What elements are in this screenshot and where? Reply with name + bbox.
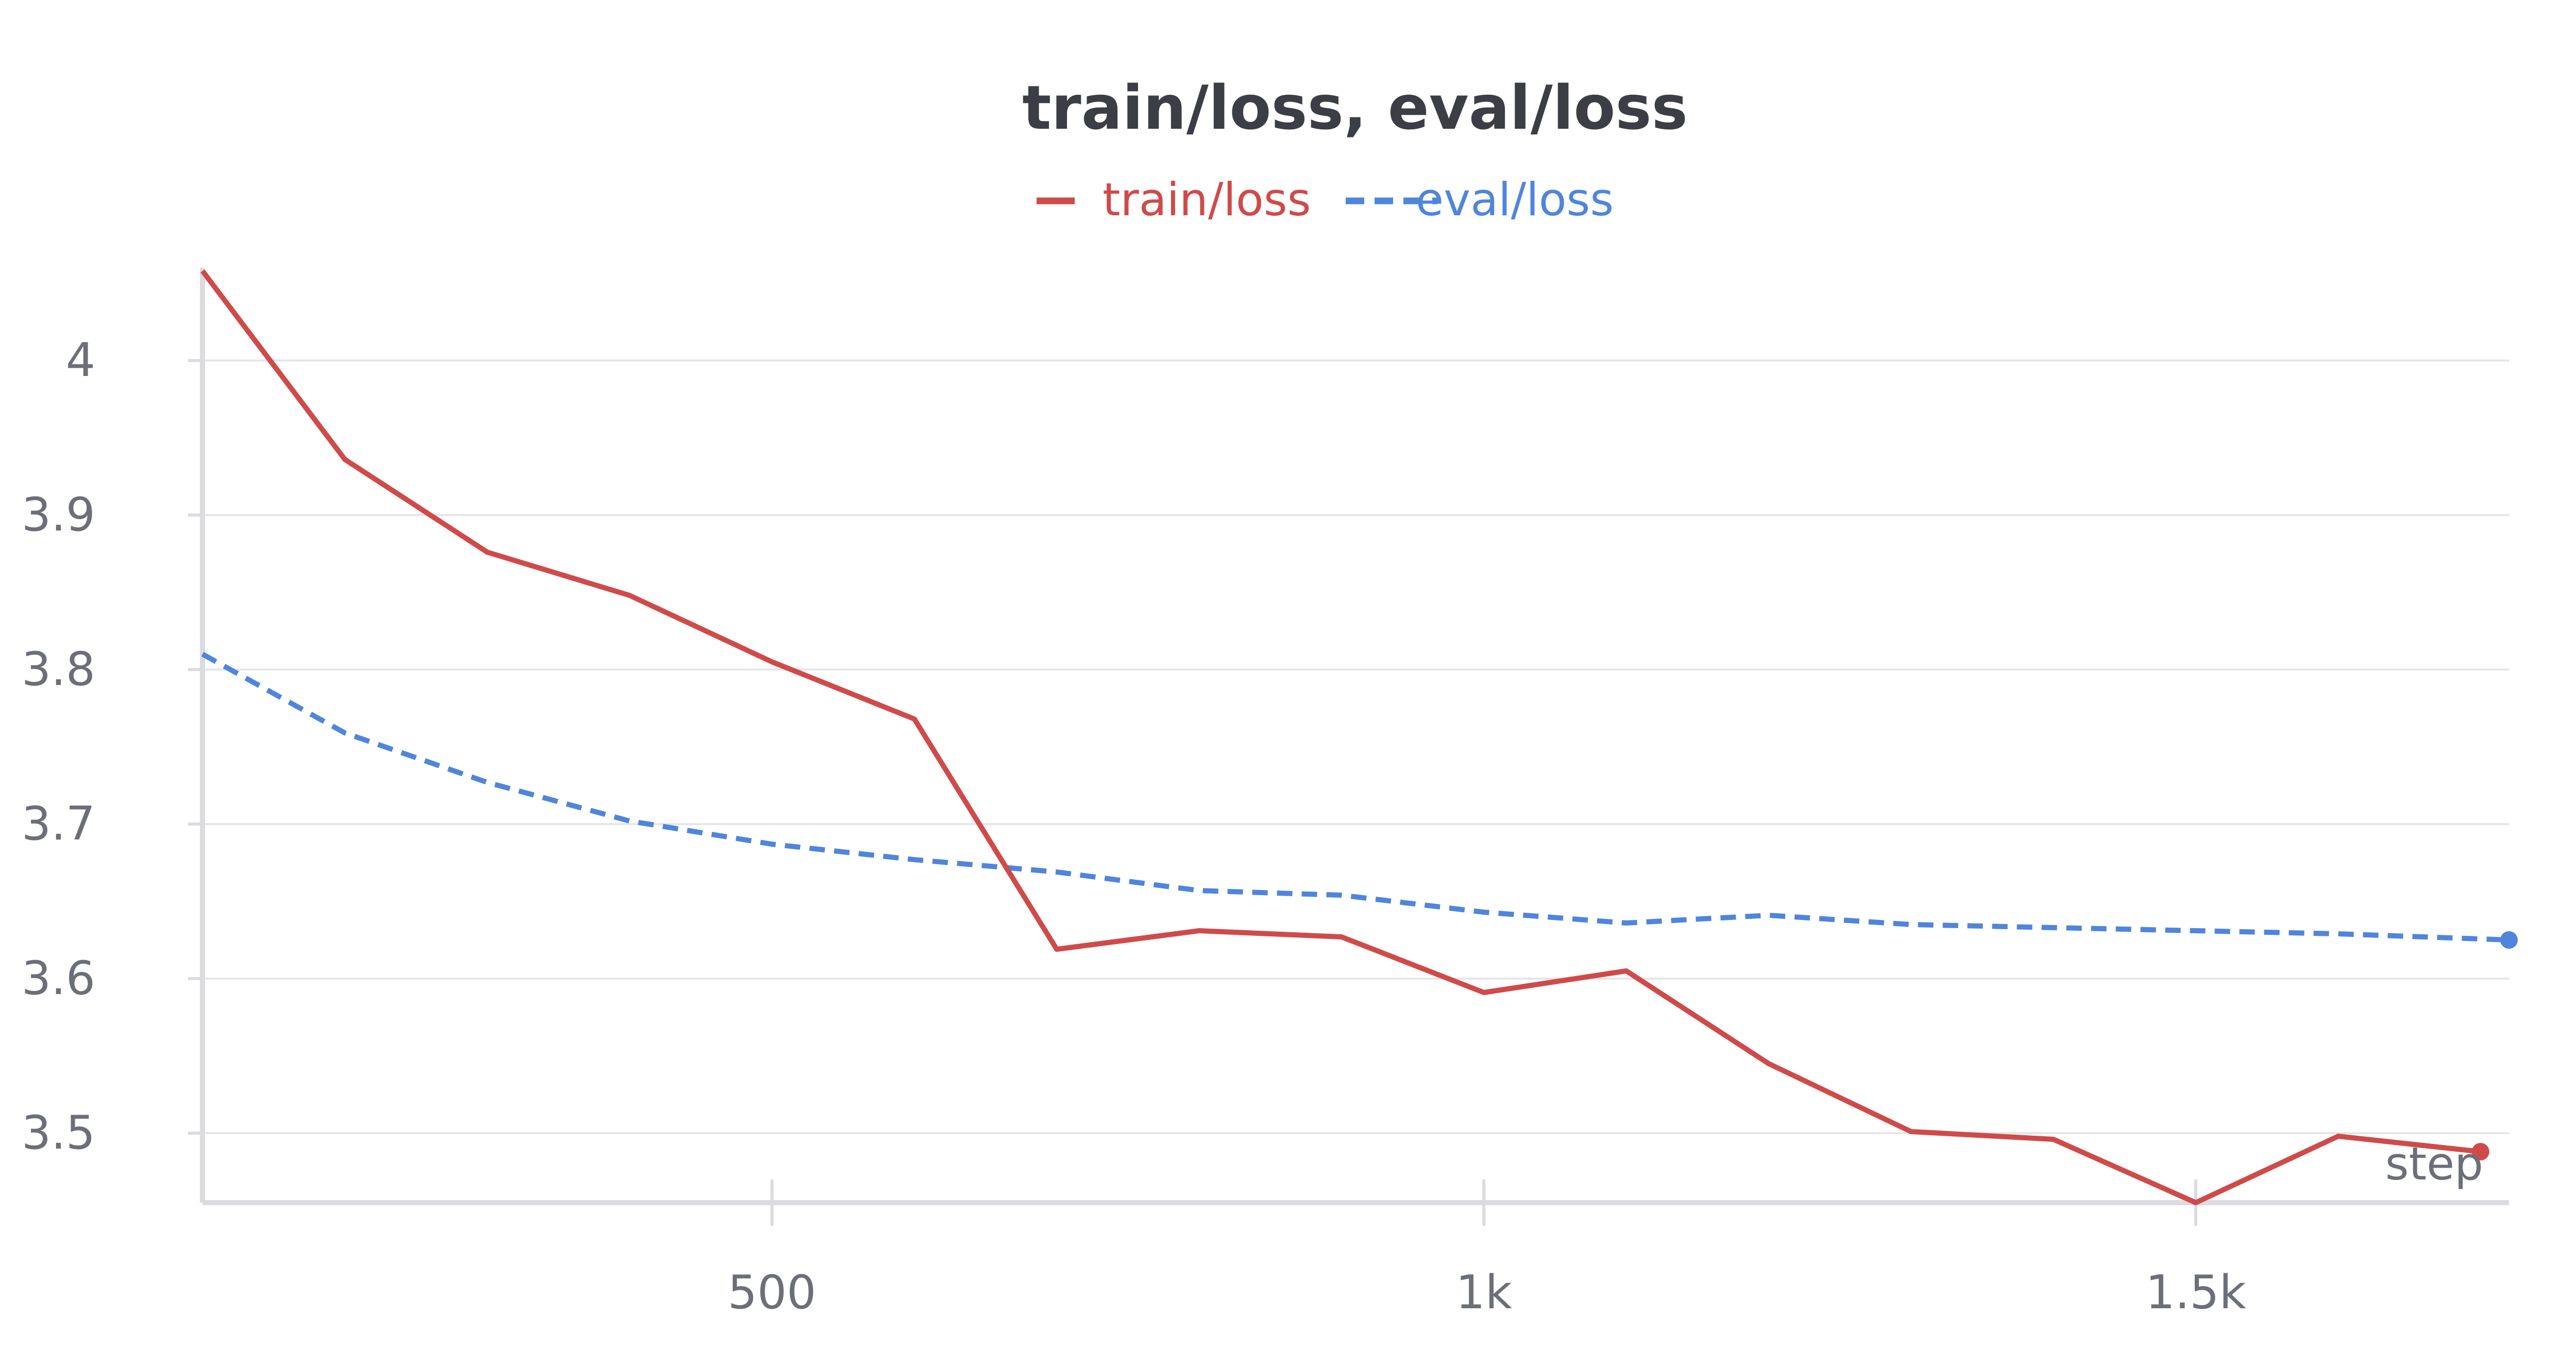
axes	[188, 268, 2509, 1226]
y-tick-label: 3.8	[22, 642, 95, 696]
series-lines	[200, 269, 2518, 1205]
series-end-point-eval-loss	[2500, 931, 2518, 949]
series-line-eval-loss	[201, 652, 2510, 943]
y-tick-label: 3.5	[22, 1106, 95, 1160]
y-tick-label: 4	[66, 333, 95, 387]
x-tick-label: 1.5k	[2145, 1266, 2246, 1320]
legend-item-eval-loss[interactable]: eval/loss	[1346, 173, 1614, 226]
gridlines	[202, 360, 2509, 1134]
x-tick-label: 1k	[1456, 1266, 1512, 1320]
series-line-train-loss	[200, 269, 2481, 1205]
y-tick-label: 3.9	[22, 488, 95, 542]
x-axis-label: step	[2385, 1137, 2483, 1190]
y-tick-label: 3.7	[22, 797, 95, 851]
legend-label-eval-loss: eval/loss	[1416, 173, 1614, 226]
y-tick-label: 3.6	[22, 951, 95, 1005]
legend: train/loss eval/loss	[1037, 173, 1614, 226]
legend-item-train-loss[interactable]: train/loss	[1037, 173, 1311, 226]
chart-title: train/loss, eval/loss	[1022, 72, 1688, 143]
series-end-point-train-loss	[2471, 1143, 2489, 1160]
legend-label-train-loss: train/loss	[1103, 173, 1311, 226]
tick-labels: 3.5 3.6 3.7 3.8 3.9 4 500 1k 1.5k	[22, 333, 2246, 1320]
x-tick-label: 500	[728, 1266, 817, 1320]
